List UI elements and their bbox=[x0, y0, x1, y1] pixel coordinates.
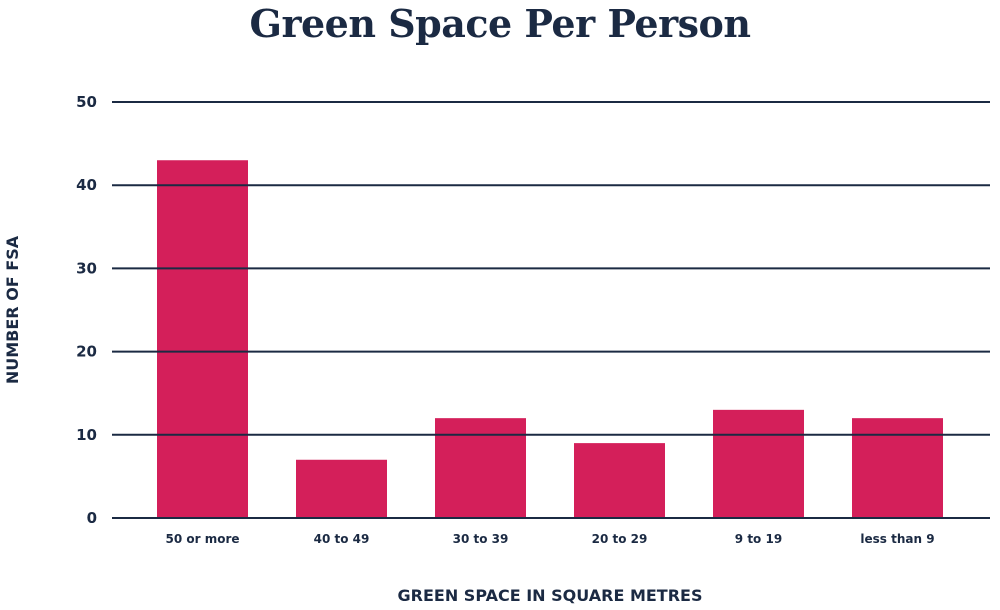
x-tick-labels: 50 or more 40 to 49 30 to 39 20 to 29 9 to 1… bbox=[165, 532, 934, 546]
bar-6 bbox=[852, 418, 943, 518]
y-tick-label: 30 bbox=[76, 259, 97, 277]
y-axis-title: NUMBER OF FSA bbox=[3, 235, 22, 384]
x-tick-label: 50 or more bbox=[165, 532, 239, 546]
x-tick-label: 30 to 39 bbox=[453, 532, 509, 546]
y-tick-label: 50 bbox=[76, 93, 97, 111]
y-tick-label: 10 bbox=[76, 426, 97, 444]
chart-title: Green Space Per Person bbox=[249, 1, 751, 46]
bars bbox=[157, 160, 943, 519]
bar-3 bbox=[435, 418, 526, 518]
gridlines bbox=[112, 101, 990, 519]
x-tick-label: 20 to 29 bbox=[592, 532, 648, 546]
bar-4 bbox=[574, 443, 665, 518]
x-tick-label: 9 to 19 bbox=[735, 532, 782, 546]
bar-5 bbox=[713, 409, 804, 518]
x-axis-title: GREEN SPACE IN SQUARE METRES bbox=[398, 586, 703, 605]
y-tick-label: 0 bbox=[87, 509, 97, 527]
x-tick-label: less than 9 bbox=[860, 532, 934, 546]
bar-1 bbox=[157, 160, 248, 519]
y-tick-labels: 0 10 20 30 40 50 bbox=[76, 93, 97, 527]
bar-2 bbox=[296, 459, 387, 518]
y-tick-label: 40 bbox=[76, 176, 97, 194]
x-tick-label: 40 to 49 bbox=[314, 532, 370, 546]
y-tick-label: 20 bbox=[76, 343, 97, 361]
